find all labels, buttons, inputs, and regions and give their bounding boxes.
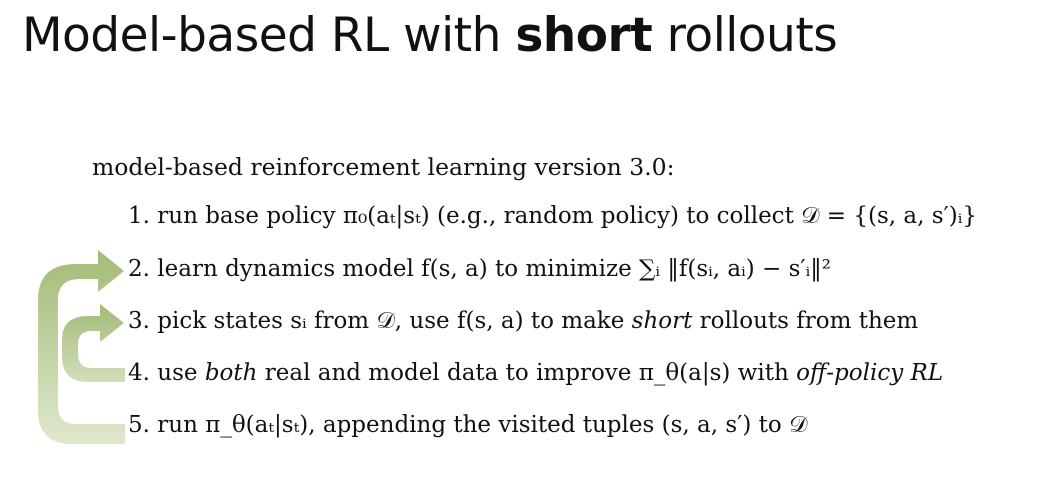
math-expression: (s, a, s′) bbox=[661, 412, 752, 438]
emphasis-text: both bbox=[204, 360, 258, 386]
algorithm-heading: model-based reinforcement learning versi… bbox=[92, 153, 675, 181]
math-expression: 𝒟 bbox=[789, 412, 808, 438]
math-expression: 𝒟 bbox=[376, 308, 395, 334]
step-text: real and model data to improve bbox=[257, 360, 639, 386]
math-expression: π₀(aₜ|sₜ) bbox=[342, 203, 430, 229]
title-bold: short bbox=[515, 8, 653, 63]
step-text: , use bbox=[394, 308, 457, 334]
step-text: run base policy bbox=[157, 203, 343, 229]
step-4: 4. use both real and model data to impro… bbox=[128, 360, 943, 386]
step-number: 5. bbox=[128, 412, 150, 438]
step-number: 3. bbox=[128, 308, 150, 334]
emphasis-text: short bbox=[631, 308, 693, 334]
math-expression: 𝒟 = {(s, a, s′)ᵢ} bbox=[801, 203, 977, 229]
step-number: 1. bbox=[128, 203, 150, 229]
step-2: 2. learn dynamics model f(s, a) to minim… bbox=[128, 256, 831, 282]
inner-loop-arrow-icon bbox=[62, 304, 125, 382]
step-text: to minimize bbox=[487, 256, 640, 282]
math-expression: f(s, a) bbox=[421, 256, 488, 282]
step-1: 1. run base policy π₀(aₜ|sₜ) (e.g., rand… bbox=[128, 203, 977, 229]
math-expression: sᵢ bbox=[290, 308, 307, 334]
step-text: rollouts from them bbox=[692, 308, 919, 334]
step-text: (e.g., random policy) to collect bbox=[429, 203, 802, 229]
step-number: 4. bbox=[128, 360, 150, 386]
emphasis-text: off-policy RL bbox=[796, 360, 944, 386]
math-expression: f(s, a) bbox=[456, 308, 524, 334]
step-3: 3. pick states sᵢ from 𝒟, use f(s, a) to… bbox=[128, 308, 918, 334]
step-text: to bbox=[751, 412, 790, 438]
step-text: with bbox=[730, 360, 797, 386]
step-text: , appending the visited tuples bbox=[308, 412, 662, 438]
step-number: 2. bbox=[128, 256, 150, 282]
slide-title: Model-based RL with short rollouts bbox=[22, 8, 838, 63]
step-text: pick states bbox=[157, 308, 291, 334]
step-text: run bbox=[157, 412, 206, 438]
step-text: to make bbox=[523, 308, 632, 334]
step-text: from bbox=[306, 308, 377, 334]
outer-loop-arrow-icon bbox=[38, 250, 125, 444]
step-text: learn dynamics model bbox=[157, 256, 422, 282]
step-text: use bbox=[157, 360, 205, 386]
title-suffix: rollouts bbox=[652, 8, 838, 63]
math-expression: π_θ(aₜ|sₜ) bbox=[205, 412, 309, 438]
title-prefix: Model-based RL with bbox=[22, 8, 516, 63]
math-expression: ∑ᵢ ‖f(sᵢ, aᵢ) − s′ᵢ‖² bbox=[639, 256, 831, 282]
step-5: 5. run π_θ(aₜ|sₜ), appending the visited… bbox=[128, 412, 807, 438]
math-expression: π_θ(a|s) bbox=[638, 360, 731, 386]
